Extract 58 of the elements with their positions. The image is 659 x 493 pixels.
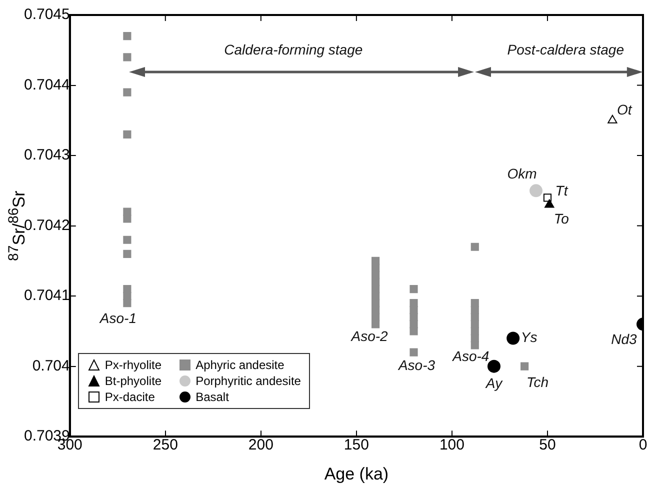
point [410, 327, 418, 336]
annotation: Okm [507, 166, 538, 182]
point [123, 32, 132, 40]
x-tick-label: 50 [539, 436, 556, 454]
legend-label: Basalt [196, 390, 229, 404]
x-tick-label: 0 [638, 436, 648, 454]
point [123, 88, 132, 96]
annotation: Aso-2 [350, 328, 388, 344]
annotation: Caldera-forming stage [224, 42, 363, 58]
x-tick-label: 250 [152, 436, 178, 454]
x-tick-label: 100 [439, 436, 464, 454]
point [123, 53, 132, 62]
point [544, 199, 554, 208]
legend-label: Px-dacite [104, 390, 155, 404]
point [410, 348, 418, 356]
point [608, 114, 618, 124]
annotation: To [554, 210, 570, 227]
legend-label: Px-rhyolite [104, 358, 162, 372]
point [530, 184, 543, 198]
legend-label: Porphyritic andesite [196, 374, 301, 388]
annotation: Tch [526, 374, 549, 390]
point [470, 242, 479, 251]
legend-label: Aphyric andesite [196, 358, 284, 372]
annotation: Aso-1 [98, 310, 136, 326]
point [123, 236, 132, 244]
point [123, 130, 132, 138]
y-tick-label: 0.7045 [24, 6, 70, 24]
point [470, 341, 479, 350]
x-axis-title: Age (ka) [324, 464, 389, 484]
annotation: Nd3 [611, 331, 638, 348]
point [123, 214, 132, 223]
annotation: Ay [484, 375, 504, 392]
annotation: Ys [520, 329, 538, 346]
point [410, 313, 418, 322]
x-tick-label: 150 [344, 436, 369, 454]
y-tick-label: 0.7043 [24, 146, 70, 164]
point [543, 194, 552, 202]
point [487, 360, 500, 373]
point [372, 320, 380, 328]
point [410, 306, 418, 314]
point [506, 332, 520, 345]
annotation: Post-caldera stage [507, 42, 624, 58]
annotation: Aso-3 [397, 357, 436, 374]
annotation: Aso-4 [452, 348, 490, 364]
point [410, 299, 418, 308]
annotation: Tt [555, 182, 569, 199]
y-tick-label: 0.704 [32, 357, 70, 374]
point [520, 362, 529, 370]
y-tick-label: 0.7044 [24, 76, 70, 94]
point [123, 250, 132, 258]
y-tick-label: 0.7041 [24, 287, 70, 304]
annotation: Ot [617, 101, 633, 118]
point [123, 299, 132, 308]
y-tick-label: 0.7042 [24, 216, 70, 234]
point [410, 285, 418, 294]
x-tick-label: 200 [248, 436, 274, 454]
legend-label: Bt-phyolite [104, 374, 162, 388]
point [410, 320, 418, 328]
